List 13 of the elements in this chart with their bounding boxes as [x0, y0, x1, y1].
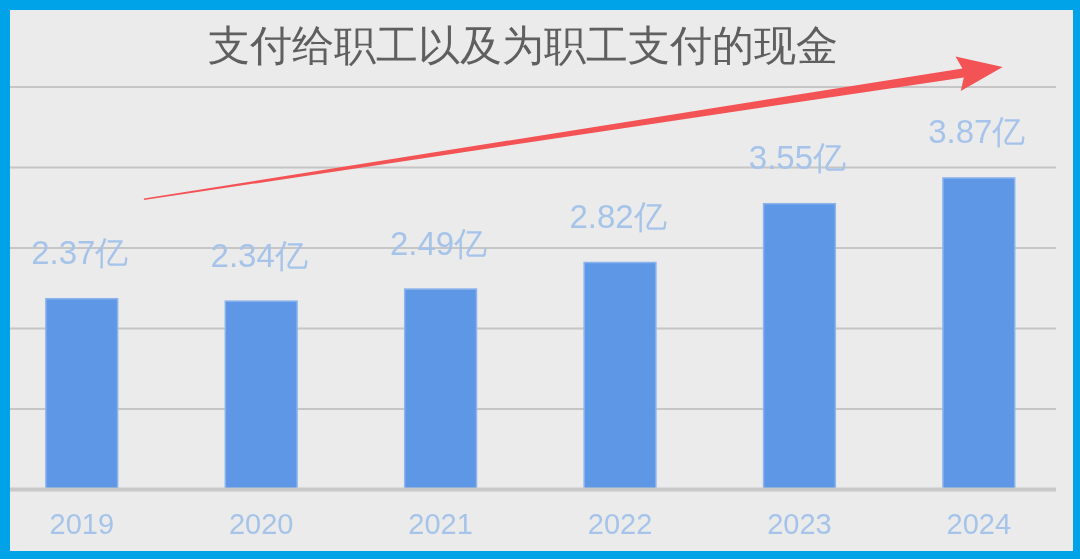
x-tick-label: 2023 — [767, 507, 832, 540]
x-tick-label: 2021 — [408, 507, 473, 540]
data-label: 3.55亿 — [748, 139, 847, 177]
x-tick-label: 2022 — [587, 507, 653, 540]
x-tick-label: 2020 — [228, 507, 294, 540]
x-tick-label: 2019 — [49, 507, 114, 540]
data-label: 2.37亿 — [31, 234, 129, 272]
title: 支付给职工以及为职工支付的现金 — [208, 21, 839, 69]
data-label: 2.34亿 — [210, 236, 308, 274]
data-label: 2.49亿 — [390, 224, 488, 262]
data-label: 3.87亿 — [928, 113, 1026, 151]
data-label: 2.82亿 — [569, 198, 667, 235]
x-tick-label: 2024 — [946, 507, 1012, 540]
